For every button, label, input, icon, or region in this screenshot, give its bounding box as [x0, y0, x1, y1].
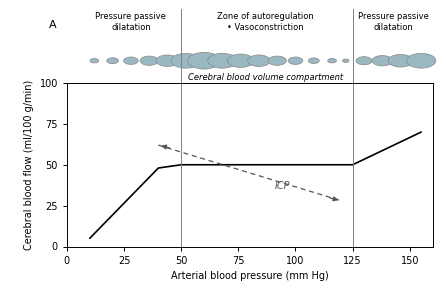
Ellipse shape: [171, 53, 200, 68]
Text: Zone of autoregulation
• Vasoconstriction: Zone of autoregulation • Vasoconstrictio…: [217, 12, 314, 32]
Ellipse shape: [140, 56, 158, 65]
Y-axis label: Cerebral blood flow (ml/100 g/min): Cerebral blood flow (ml/100 g/min): [24, 80, 34, 250]
Ellipse shape: [328, 59, 336, 63]
Ellipse shape: [124, 57, 138, 64]
Ellipse shape: [208, 53, 237, 68]
Ellipse shape: [372, 55, 392, 66]
Ellipse shape: [308, 58, 319, 64]
X-axis label: Arterial blood pressure (mm Hg): Arterial blood pressure (mm Hg): [171, 271, 329, 281]
Ellipse shape: [407, 53, 436, 68]
Text: A: A: [49, 20, 56, 30]
Text: Pressure passive
dilatation: Pressure passive dilatation: [358, 12, 429, 32]
Ellipse shape: [356, 57, 372, 65]
Ellipse shape: [288, 57, 303, 64]
Text: Cerebral blood volume compartment: Cerebral blood volume compartment: [188, 72, 343, 81]
Ellipse shape: [343, 59, 349, 62]
Ellipse shape: [268, 56, 286, 65]
Ellipse shape: [156, 55, 179, 66]
Ellipse shape: [227, 54, 254, 67]
Ellipse shape: [107, 58, 119, 64]
Ellipse shape: [188, 52, 220, 69]
Text: ICP: ICP: [275, 181, 290, 191]
Ellipse shape: [248, 55, 270, 66]
Ellipse shape: [90, 59, 99, 63]
Text: Pressure passive
dilatation: Pressure passive dilatation: [95, 12, 166, 32]
Ellipse shape: [388, 55, 413, 67]
